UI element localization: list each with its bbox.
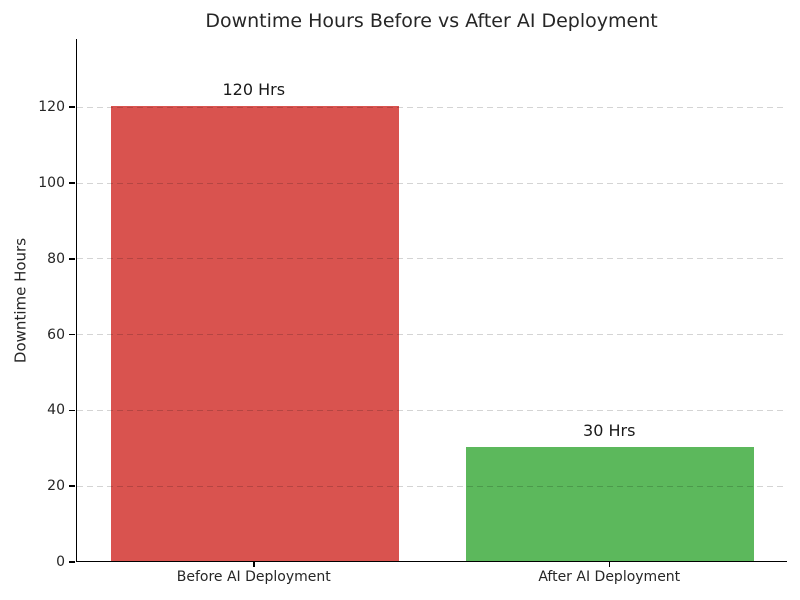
- y-tick-mark: [69, 258, 75, 260]
- gridline-40: [77, 409, 787, 411]
- y-tick-label: 120: [38, 99, 65, 116]
- y-tick-label: 20: [47, 478, 65, 495]
- x-tick-mark: [608, 562, 610, 567]
- bar-value-label: 30 Hrs: [583, 421, 636, 441]
- x-tick-label: After AI Deployment: [538, 569, 681, 585]
- gridline-20: [77, 485, 787, 487]
- plot-area: [76, 39, 787, 562]
- y-tick-label: 0: [56, 554, 65, 570]
- bar-value-label: 120 Hrs: [222, 80, 286, 100]
- y-tick-mark: [69, 561, 75, 563]
- gridline-100: [77, 182, 787, 184]
- y-tick-label: 40: [47, 402, 65, 419]
- y-tick-mark: [69, 409, 75, 412]
- bar-after: [466, 447, 755, 561]
- y-axis-label: Downtime Hours: [11, 237, 30, 364]
- y-tick-label: 60: [47, 326, 65, 343]
- y-tick-mark: [69, 182, 75, 184]
- gridline-80: [77, 258, 787, 260]
- x-tick-label: Before AI Deployment: [176, 569, 331, 585]
- y-tick-mark: [69, 485, 75, 487]
- chart-title: Downtime Hours Before vs After AI Deploy…: [205, 10, 658, 32]
- gridline-120: [77, 106, 787, 108]
- y-tick-mark: [69, 333, 75, 336]
- bar-before: [110, 106, 399, 561]
- y-tick-mark: [69, 106, 75, 108]
- y-tick-label: 80: [47, 250, 65, 267]
- y-tick-label: 100: [38, 175, 65, 191]
- x-tick-mark: [253, 562, 255, 567]
- gridline-60: [77, 334, 787, 336]
